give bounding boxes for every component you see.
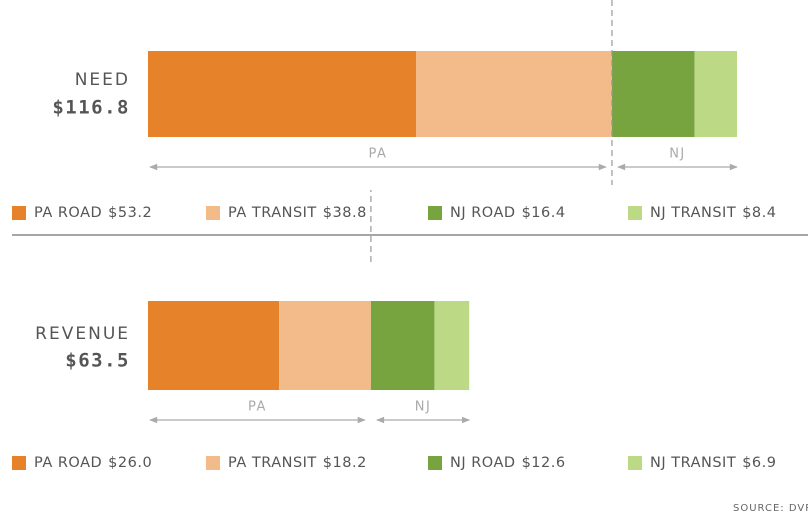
legend-value: $12.6 <box>522 455 566 471</box>
legend-name: NJ TRANSIT <box>650 455 736 471</box>
legend-name: NJ TRANSIT <box>650 205 736 221</box>
bar-segment <box>434 301 470 390</box>
source: SOURCE: DVRPC <box>733 503 808 514</box>
legend-entry: NJ TRANSIT $8.4 <box>650 205 776 221</box>
legend-swatch <box>428 456 442 470</box>
group-label: NJ <box>669 147 686 162</box>
bar-segment <box>148 301 280 390</box>
legend-swatch <box>206 456 220 470</box>
legend-value: $18.2 <box>323 455 367 471</box>
legend-value: $53.2 <box>108 205 152 221</box>
legend-swatch <box>628 456 642 470</box>
legend-value: $16.4 <box>522 205 566 221</box>
bar-segment <box>370 301 435 390</box>
group-label: PA <box>248 400 267 415</box>
bar-total: $63.5 <box>65 350 130 372</box>
legend-swatch <box>206 206 220 220</box>
legend-value: $8.4 <box>742 205 776 221</box>
legend-value: $6.9 <box>742 455 776 471</box>
bar-total: $116.8 <box>52 97 130 119</box>
group-label: PA <box>369 147 388 162</box>
legend-entry: NJ ROAD $16.4 <box>450 205 566 221</box>
bar-segment <box>148 51 417 137</box>
legend-name: PA ROAD <box>34 205 102 221</box>
legend-name: NJ ROAD <box>450 455 516 471</box>
bar-segment <box>611 51 695 137</box>
legend-entry: PA TRANSIT $18.2 <box>228 455 367 471</box>
bar-segment <box>279 301 371 390</box>
bar-segment <box>416 51 612 137</box>
legend-swatch <box>628 206 642 220</box>
legend-swatch <box>428 206 442 220</box>
legend-entry: PA ROAD $26.0 <box>34 455 152 471</box>
legend-entry: NJ ROAD $12.6 <box>450 455 566 471</box>
legend-name: PA TRANSIT <box>228 455 317 471</box>
legend-entry: NJ TRANSIT $6.9 <box>650 455 776 471</box>
legend-value: $26.0 <box>108 455 152 471</box>
bar-title: NEED <box>75 70 130 90</box>
legend-swatch <box>12 206 26 220</box>
legend-name: PA ROAD <box>34 455 102 471</box>
bar-segment <box>694 51 738 137</box>
legend-swatch <box>12 456 26 470</box>
bar-title: REVENUE <box>35 324 130 344</box>
group-label: NJ <box>415 400 432 415</box>
legend-value: $38.8 <box>323 205 367 221</box>
legend-entry: PA TRANSIT $38.8 <box>228 205 367 221</box>
legend-name: NJ ROAD <box>450 205 516 221</box>
legend-entry: PA ROAD $53.2 <box>34 205 152 221</box>
legend-name: PA TRANSIT <box>228 205 317 221</box>
